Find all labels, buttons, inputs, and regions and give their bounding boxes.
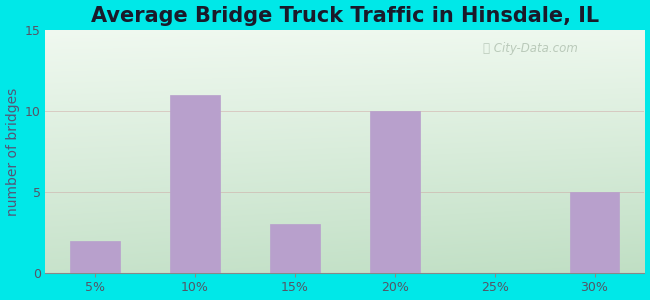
Bar — [569, 192, 619, 273]
Bar — [370, 111, 420, 273]
Bar — [270, 224, 320, 273]
Bar — [70, 241, 120, 273]
Y-axis label: number of bridges: number of bridges — [6, 87, 20, 216]
Text: Ⓢ City-Data.com: Ⓢ City-Data.com — [483, 42, 577, 55]
Title: Average Bridge Truck Traffic in Hinsdale, IL: Average Bridge Truck Traffic in Hinsdale… — [91, 6, 599, 26]
Bar — [170, 95, 220, 273]
